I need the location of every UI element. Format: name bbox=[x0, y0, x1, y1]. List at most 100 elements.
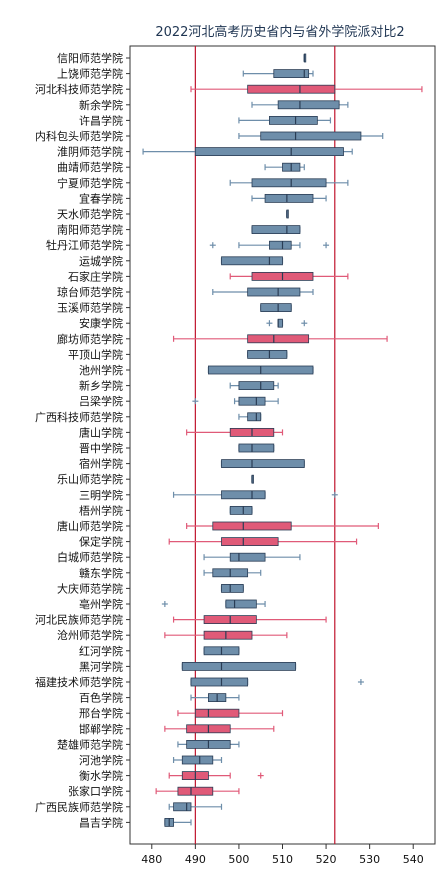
category-label: 安康学院 bbox=[79, 316, 123, 330]
box-iqr bbox=[221, 256, 283, 266]
category-label: 邢台学院 bbox=[79, 706, 123, 720]
category-label: 河池学院 bbox=[79, 753, 123, 767]
box-iqr bbox=[273, 69, 310, 78]
x-tick-label: 530 bbox=[359, 853, 380, 866]
box-iqr bbox=[238, 396, 266, 406]
category-label: 衡水学院 bbox=[79, 769, 123, 783]
category-label: 运城学院 bbox=[79, 254, 123, 268]
category-label: 吕梁学院 bbox=[79, 394, 123, 408]
category-label: 内科包头师范学院 bbox=[35, 129, 123, 143]
box-石家庄学院 bbox=[229, 271, 349, 281]
box-iqr bbox=[247, 287, 301, 297]
x-tick-label: 480 bbox=[141, 853, 162, 866]
box-南阳师范学院 bbox=[251, 225, 301, 235]
box-梧州学院 bbox=[229, 505, 253, 515]
watermark: 头条 @河北高考智库 bbox=[328, 862, 432, 875]
category-label: 牡丹江师范学院 bbox=[46, 238, 123, 252]
box-iqr bbox=[238, 381, 275, 391]
box-衡水学院 bbox=[168, 771, 264, 780]
box-廊坊师范学院 bbox=[172, 334, 388, 344]
category-label: 新乡学院 bbox=[79, 379, 123, 393]
category-label: 唐山学院 bbox=[79, 425, 123, 439]
x-tick-label: 520 bbox=[316, 853, 337, 866]
box-iqr bbox=[177, 786, 214, 796]
category-label: 曲靖师范学院 bbox=[57, 160, 123, 174]
category-label: 福建技术师范学院 bbox=[35, 675, 123, 689]
box-琼台师范学院 bbox=[212, 287, 314, 297]
box-iqr bbox=[277, 100, 340, 110]
box-iqr bbox=[212, 521, 292, 531]
x-tick-label: 500 bbox=[228, 853, 249, 866]
box-iqr bbox=[260, 303, 292, 313]
box-新余学院 bbox=[251, 100, 349, 110]
box-百色学院 bbox=[190, 693, 240, 702]
category-label: 平顶山学院 bbox=[68, 347, 123, 361]
category-label: 百色学院 bbox=[79, 691, 123, 705]
category-label: 广西科技师范学院 bbox=[35, 410, 123, 424]
category-label: 昌吉学院 bbox=[79, 815, 123, 829]
box-新乡学院 bbox=[229, 381, 279, 391]
category-label: 玉溪师范学院 bbox=[57, 301, 123, 315]
box-天水师范学院 bbox=[286, 209, 289, 219]
box-三明学院 bbox=[172, 490, 338, 500]
category-label: 晋中学院 bbox=[79, 441, 123, 455]
box-邢台学院 bbox=[177, 708, 284, 718]
category-label: 许昌学院 bbox=[79, 113, 123, 127]
box-广西民族师范学院 bbox=[168, 802, 223, 812]
box-河北民族师范学院 bbox=[172, 615, 327, 624]
box-上饶师范学院 bbox=[242, 69, 314, 78]
box-张家口学院 bbox=[155, 786, 240, 796]
box-iqr bbox=[277, 318, 283, 328]
box-昌吉学院 bbox=[164, 818, 192, 827]
category-label: 黑河学院 bbox=[79, 659, 123, 673]
box-唐山学院 bbox=[186, 427, 284, 437]
category-label: 天水师范学院 bbox=[57, 207, 123, 221]
box-大庆师范学院 bbox=[220, 584, 244, 593]
box-运城学院 bbox=[220, 256, 284, 266]
box-平顶山学院 bbox=[247, 349, 288, 359]
category-label: 新余学院 bbox=[79, 98, 123, 112]
category-label: 唐山师范学院 bbox=[57, 519, 123, 533]
category-label: 楚雄师范学院 bbox=[57, 737, 123, 751]
box-iqr bbox=[229, 552, 266, 562]
box-iqr bbox=[251, 225, 301, 235]
category-label: 廊坊师范学院 bbox=[57, 332, 123, 346]
category-label: 淮阴师范学院 bbox=[57, 145, 123, 159]
category-label: 梧州学院 bbox=[79, 503, 123, 517]
box-iqr bbox=[229, 505, 253, 515]
box-iqr bbox=[194, 708, 240, 718]
box-沧州师范学院 bbox=[164, 630, 288, 640]
box-宜春学院 bbox=[251, 193, 327, 203]
category-label: 赣东学院 bbox=[79, 566, 123, 580]
chart-title: 2022河北高考历史省内与省外学院派对比2 bbox=[155, 24, 404, 40]
category-label: 广西民族师范学院 bbox=[35, 800, 123, 814]
box-红河学院 bbox=[203, 646, 240, 656]
box-安康学院 bbox=[266, 318, 308, 328]
category-label: 沧州师范学院 bbox=[57, 628, 123, 642]
category-label: 琼台师范学院 bbox=[57, 285, 123, 299]
box-iqr bbox=[247, 412, 262, 422]
category-label: 河北民族师范学院 bbox=[35, 613, 123, 627]
x-tick-label: 510 bbox=[272, 853, 293, 866]
box-保定学院 bbox=[168, 537, 358, 546]
category-label: 上饶师范学院 bbox=[57, 67, 123, 81]
category-label: 宁夏师范学院 bbox=[57, 176, 123, 190]
x-tick-label: 490 bbox=[185, 853, 206, 866]
box-广西科技师范学院 bbox=[238, 412, 262, 422]
category-label: 大庆师范学院 bbox=[57, 581, 123, 595]
box-淮阴师范学院 bbox=[142, 147, 353, 157]
box-楚雄师范学院 bbox=[177, 740, 240, 749]
box-iqr bbox=[251, 178, 327, 188]
category-label: 信阳师范学院 bbox=[57, 51, 123, 65]
box-iqr bbox=[221, 459, 305, 469]
x-axis: 480 490 500 510 520 530 540 bbox=[141, 844, 424, 866]
box-白城师范学院 bbox=[203, 552, 301, 562]
box-邯郸学院 bbox=[164, 724, 275, 734]
box-iqr bbox=[221, 490, 266, 500]
box-iqr bbox=[190, 677, 249, 687]
box-iqr bbox=[181, 662, 296, 671]
box-iqr bbox=[173, 802, 192, 812]
box-福建技术师范学院 bbox=[190, 677, 364, 687]
box-河池学院 bbox=[172, 755, 223, 765]
box-唐山师范学院 bbox=[186, 521, 379, 531]
